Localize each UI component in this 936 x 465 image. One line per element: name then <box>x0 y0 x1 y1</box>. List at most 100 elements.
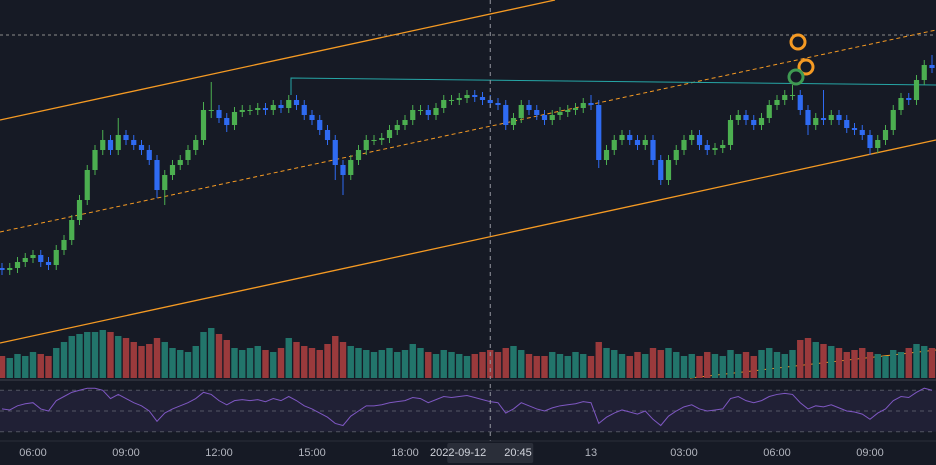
volume-bar <box>60 342 68 378</box>
candle-body <box>727 120 734 145</box>
candle-body <box>782 95 788 100</box>
candle-body <box>402 120 408 125</box>
candle-body <box>681 140 687 150</box>
volume-bar <box>425 352 432 378</box>
volume-bar <box>735 354 742 378</box>
x-tick-label: 13 <box>585 447 597 459</box>
candle-body <box>61 240 67 250</box>
volume-bar <box>905 348 912 378</box>
volume-bar <box>913 344 920 378</box>
candle-body <box>340 165 346 175</box>
volume-bar <box>502 348 509 378</box>
candle-body <box>162 175 168 190</box>
candle-body <box>712 148 718 150</box>
candle-body <box>813 118 819 125</box>
volume-bar <box>657 350 664 378</box>
x-tick-label: 06:00 <box>19 447 47 459</box>
candle-body <box>472 95 478 97</box>
volume-bar <box>99 330 106 378</box>
volume-bar <box>510 346 517 378</box>
volume-bar <box>580 354 587 378</box>
volume-bar <box>169 348 176 378</box>
volume-bar <box>634 352 641 378</box>
candle-body <box>425 110 431 115</box>
marks <box>0 55 936 378</box>
candle-body <box>673 150 679 160</box>
volume-bar <box>22 356 29 378</box>
candle-body <box>371 140 377 141</box>
candle-body <box>751 120 757 125</box>
candle-body <box>689 135 695 140</box>
channel-middle <box>0 29 936 233</box>
candle-body <box>92 150 98 170</box>
x-tick-label: 18:00 <box>391 447 419 459</box>
volume-bar <box>347 346 354 378</box>
volume-bar <box>587 356 595 378</box>
candle-body <box>146 150 152 160</box>
candle-body <box>650 140 656 160</box>
volume-bar <box>0 356 6 378</box>
candle-body <box>875 140 881 148</box>
volume-bar <box>680 356 688 378</box>
candle-body <box>278 105 284 108</box>
candle-body <box>774 100 780 105</box>
candle-body <box>231 112 238 125</box>
candle-body <box>627 135 633 140</box>
candle-body <box>69 220 75 240</box>
channel-upper <box>0 0 556 121</box>
candle-body <box>735 115 741 120</box>
horizontal-ray <box>290 77 936 95</box>
candle-body <box>867 135 873 148</box>
x-tick-label: 15:00 <box>298 447 326 459</box>
candle-body <box>495 103 501 105</box>
volume-bar <box>866 352 874 378</box>
volume-bar <box>649 348 657 378</box>
volume-bar <box>688 354 695 378</box>
volume-bar <box>68 336 75 378</box>
volume-bar <box>339 342 347 378</box>
candle-body <box>611 140 617 150</box>
candle-body <box>704 145 710 150</box>
volume-bar <box>386 348 393 378</box>
volume-bar <box>494 352 502 378</box>
candle-body <box>177 160 183 165</box>
candle-body <box>743 115 749 120</box>
candle-body <box>766 105 772 118</box>
candle-body <box>828 115 834 120</box>
candle-body <box>565 110 571 112</box>
candle-body <box>154 160 160 190</box>
volume-bar <box>773 352 781 378</box>
candle-body <box>216 110 222 118</box>
volume-bar <box>107 332 114 378</box>
volume-bar <box>417 348 424 378</box>
volume-bar <box>843 352 850 378</box>
volume-bar <box>851 350 858 378</box>
volume-bar <box>370 352 378 378</box>
candle-body <box>270 105 276 110</box>
candle-body <box>859 130 865 135</box>
volume-bar <box>231 348 238 378</box>
candle-body <box>797 95 803 110</box>
volume-bar <box>308 348 316 378</box>
candle-body <box>324 130 331 140</box>
candle-body <box>665 160 672 180</box>
volume-bar <box>45 356 52 378</box>
volume-bar <box>921 346 928 378</box>
candle-body <box>464 95 470 98</box>
volume-bar <box>456 354 463 378</box>
volume-bar <box>572 352 579 378</box>
volume-bar <box>76 334 83 378</box>
volume-bar <box>797 340 804 378</box>
candle-body <box>262 108 269 110</box>
candle-body <box>309 115 315 120</box>
candle-body <box>22 258 28 262</box>
crosshair-date: 2022-09-12 <box>430 447 486 459</box>
candle-body <box>479 97 486 100</box>
x-tick-label: 06:00 <box>763 447 791 459</box>
volume-bar <box>6 358 13 378</box>
candle-body <box>882 130 889 140</box>
candle-body <box>518 105 524 118</box>
candle-body <box>789 95 796 96</box>
